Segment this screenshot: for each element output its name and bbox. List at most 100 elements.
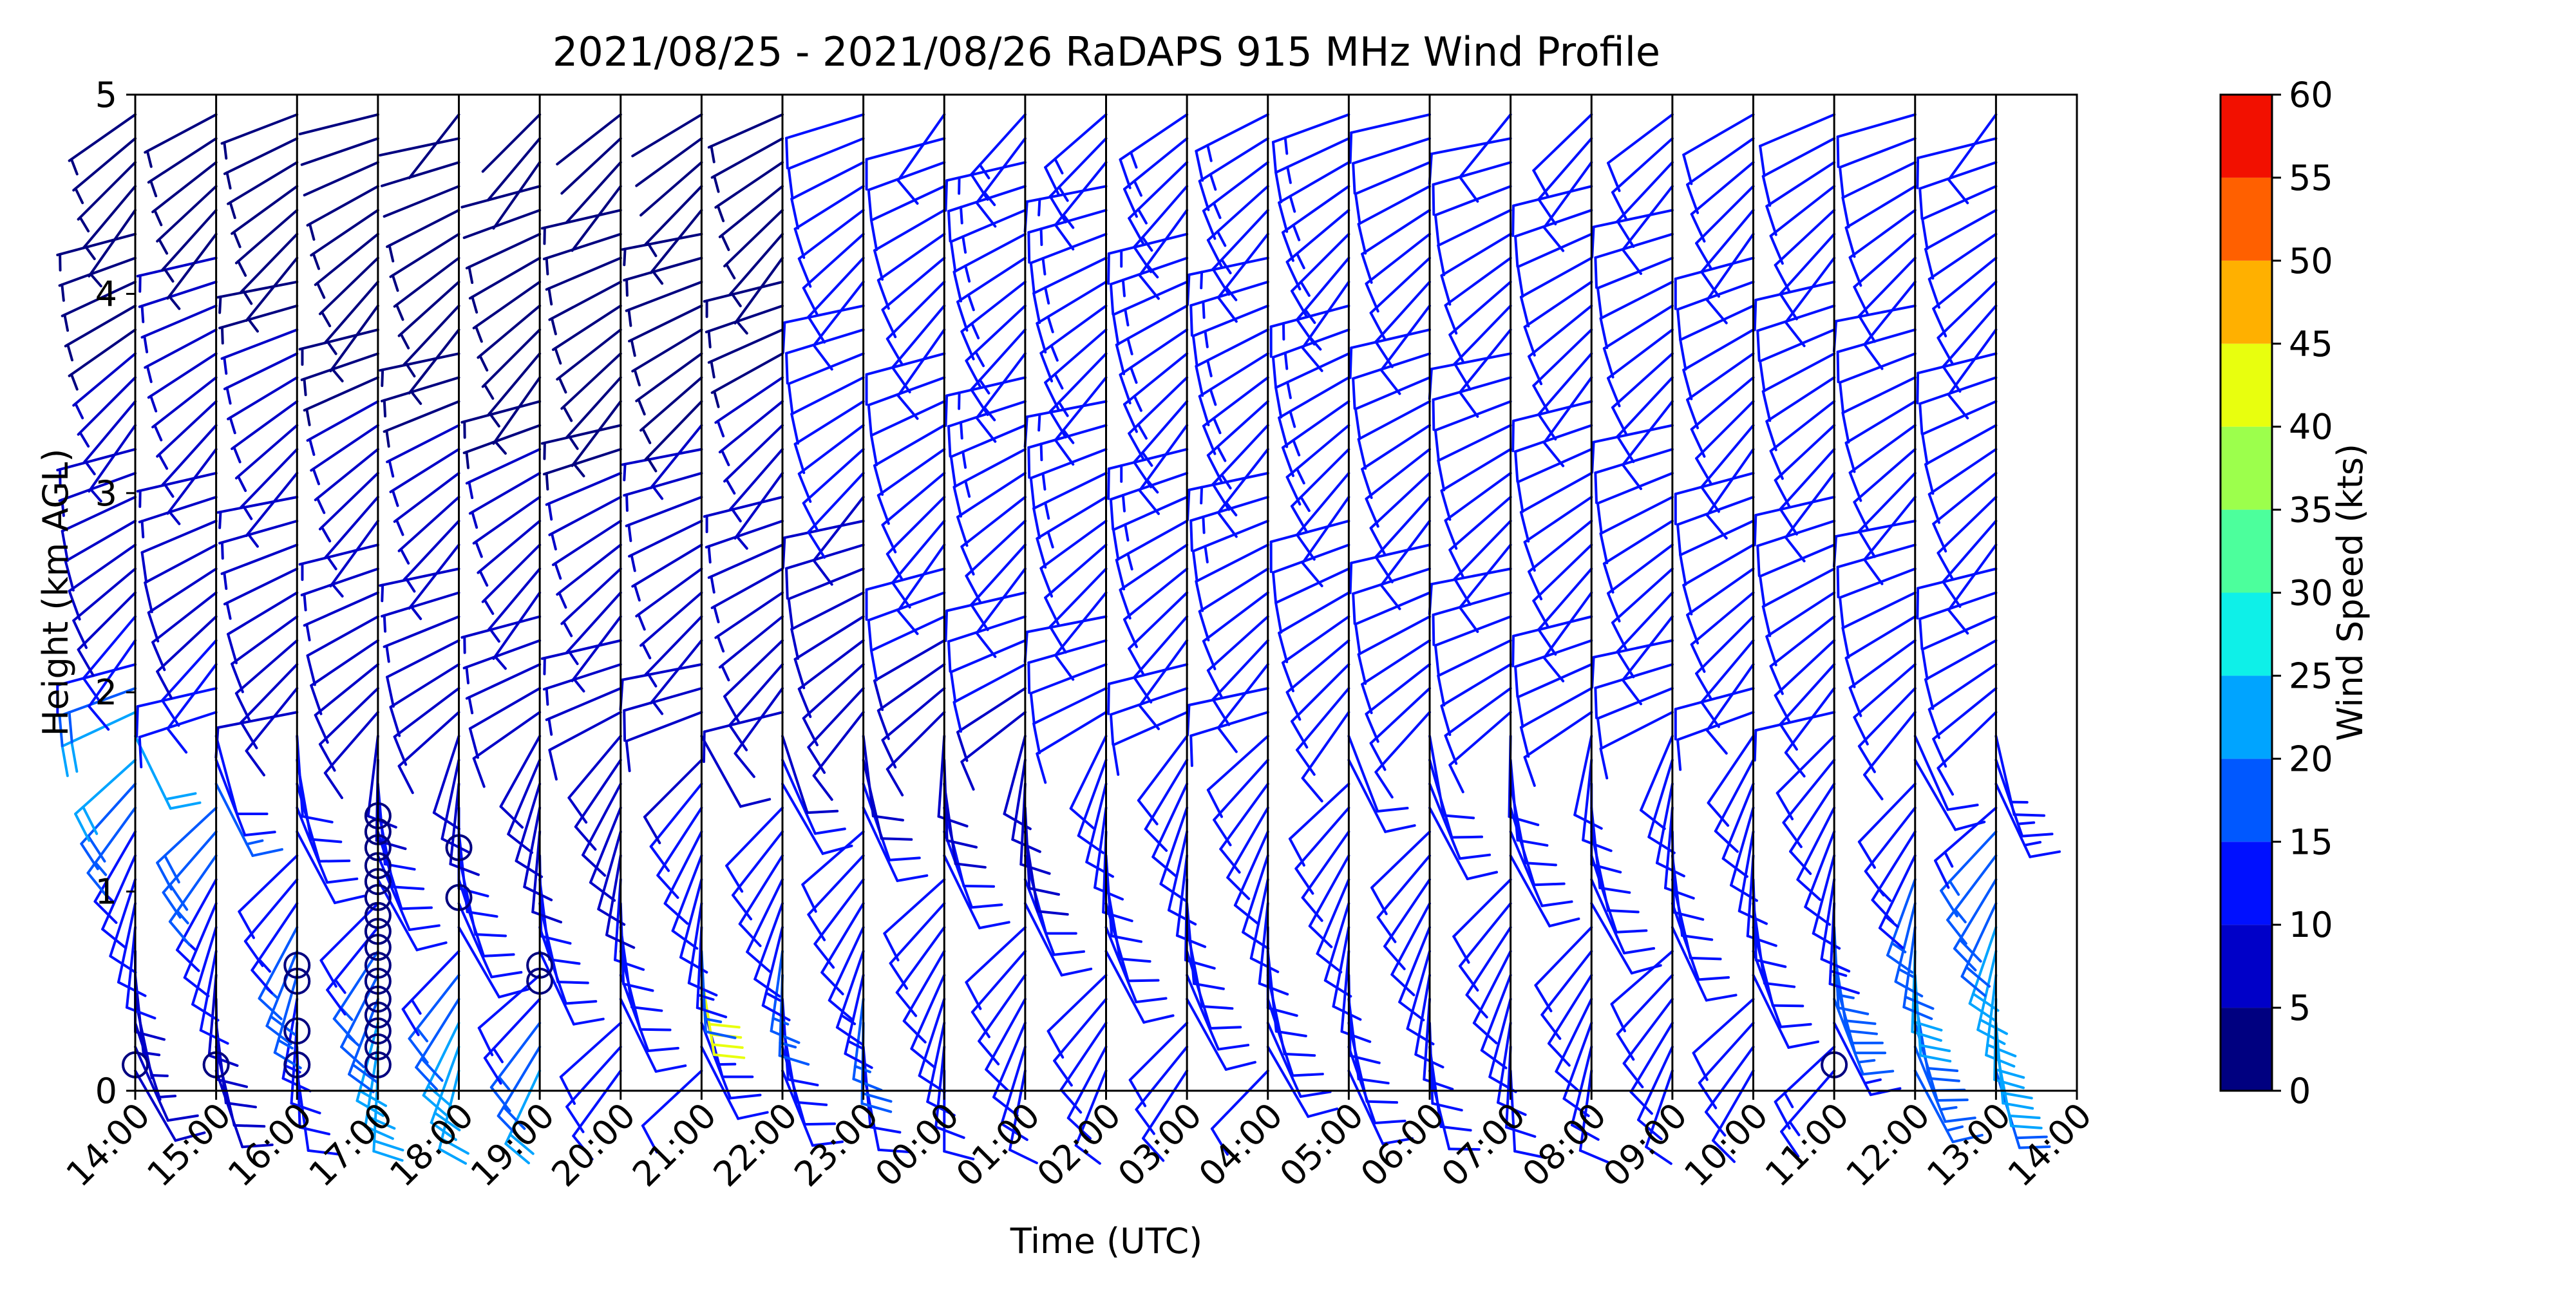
wind-barb <box>247 473 298 547</box>
wind-barb <box>1454 880 1510 963</box>
wind-barb <box>632 115 701 156</box>
wind-barb <box>658 808 701 898</box>
wind-barb <box>1618 975 1672 1060</box>
wind-barb <box>1430 760 1482 837</box>
wind-barb <box>573 617 621 692</box>
colorbar-bin <box>2221 261 2272 344</box>
wind-barb <box>1595 449 1672 503</box>
wind-barb <box>1260 903 1287 994</box>
wind-barb <box>1834 927 1868 1013</box>
wind-barb <box>1618 377 1672 462</box>
wind-barb <box>1915 736 1978 809</box>
wind-barb <box>1433 162 1510 214</box>
wind-barb <box>1129 377 1187 460</box>
wind-barb <box>1460 903 1511 990</box>
wind-barb <box>410 975 459 1063</box>
wind-barb <box>1450 282 1510 362</box>
wind-barb <box>1129 593 1187 675</box>
colorbar-bin <box>2221 510 2272 593</box>
wind-barb <box>632 545 701 600</box>
x-tick-label: 04:00 <box>1191 1095 1291 1195</box>
wind-barb <box>1694 999 1754 1080</box>
wind-barb <box>140 497 216 537</box>
wind-barb <box>1511 856 1579 926</box>
wind-barb <box>808 473 863 558</box>
wind-barb <box>1539 569 1591 654</box>
wind-barb <box>804 664 864 745</box>
wind-barb <box>1071 736 1106 828</box>
wind-barb <box>958 688 1025 760</box>
wind-barb <box>1120 330 1187 403</box>
wind-barb <box>795 401 864 473</box>
wind-barb <box>1430 1023 1462 1110</box>
wind-barb <box>167 664 216 752</box>
wind-barb <box>709 115 782 162</box>
wind-barb <box>1838 330 1915 382</box>
colorbar-bin <box>2221 178 2272 261</box>
wind-barb <box>1191 712 1268 766</box>
wind-barb <box>735 258 782 334</box>
wind-barb <box>1371 688 1430 769</box>
wind-barb <box>149 569 216 641</box>
colorbar-tick-label: 15 <box>2289 822 2333 862</box>
wind-barb <box>632 330 701 385</box>
barbs-layer <box>57 115 2060 1164</box>
wind-barb <box>216 736 267 814</box>
wind-barb <box>1938 282 1996 364</box>
wind-barb <box>1854 664 1915 744</box>
wind-barb <box>1754 880 1786 966</box>
colorbar-bin <box>2221 842 2272 925</box>
wind-barb <box>170 856 216 945</box>
wind-barb <box>1915 760 1984 829</box>
wind-barb <box>1208 617 1268 697</box>
wind-barb <box>822 903 863 994</box>
wind-barb <box>946 377 1025 426</box>
wind-barb <box>1716 760 1754 851</box>
wind-barb <box>164 832 216 918</box>
wind-barb <box>1996 736 2044 815</box>
wind-barb <box>782 760 845 833</box>
wind-barb <box>815 880 863 967</box>
wind-barb <box>1696 401 1753 484</box>
wind-barb <box>1780 664 1834 749</box>
wind-barb <box>1303 832 1349 921</box>
y-axis-label: Height (km AGL) <box>35 449 76 737</box>
wind-barb <box>1283 617 1349 691</box>
wind-barb <box>1455 521 1511 605</box>
colorbar-tick-label: 30 <box>2289 573 2333 614</box>
wind-barb <box>1025 808 1059 894</box>
wind-barb <box>1028 641 1106 693</box>
wind-barb <box>1371 473 1430 554</box>
wind-barb <box>384 186 459 216</box>
wind-barb <box>651 426 702 499</box>
wind-barb <box>305 162 378 195</box>
wind-barb <box>740 856 782 946</box>
wind-barb <box>1054 999 1106 1086</box>
wind-barb <box>627 497 702 541</box>
wind-barb <box>1780 449 1834 534</box>
wind-barb <box>1392 903 1430 995</box>
y-tick-label: 4 <box>95 274 117 314</box>
wind-barb <box>325 712 378 798</box>
wind-barb <box>1362 426 1430 498</box>
wind-barb <box>320 688 378 771</box>
wind-barb <box>1608 115 1672 191</box>
wind-barb <box>1050 569 1106 652</box>
wind-barb <box>1041 521 1106 596</box>
wind-barb <box>292 1023 320 1113</box>
wind-barb <box>1539 138 1591 224</box>
colorbar-bin <box>2221 925 2272 1008</box>
wind-barb <box>1938 497 1996 580</box>
wind-barb <box>260 927 298 1019</box>
wind-barb <box>1350 115 1430 163</box>
wind-barb <box>1525 497 1592 570</box>
wind-barb <box>1846 617 1915 687</box>
wind-barb <box>157 808 216 889</box>
wind-barb <box>247 688 298 775</box>
wind-barb <box>712 138 782 192</box>
wind-barb <box>712 569 782 622</box>
wind-barb <box>1700 1023 1754 1108</box>
wind-barb <box>222 545 298 589</box>
colorbar-label: Wind Speed (kts) <box>2330 444 2371 741</box>
